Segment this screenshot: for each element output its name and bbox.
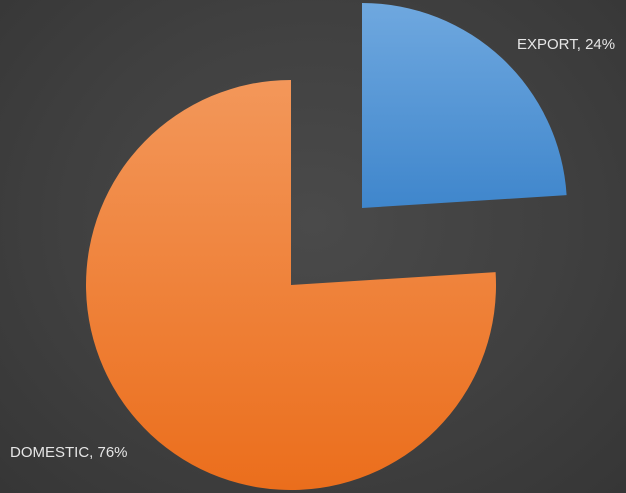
pie-slice-domestic (86, 80, 497, 490)
pie-slice-export (362, 3, 567, 208)
slice-label-export: EXPORT, 24% (517, 36, 616, 53)
slice-label-domestic: DOMESTIC, 76% (10, 444, 128, 461)
